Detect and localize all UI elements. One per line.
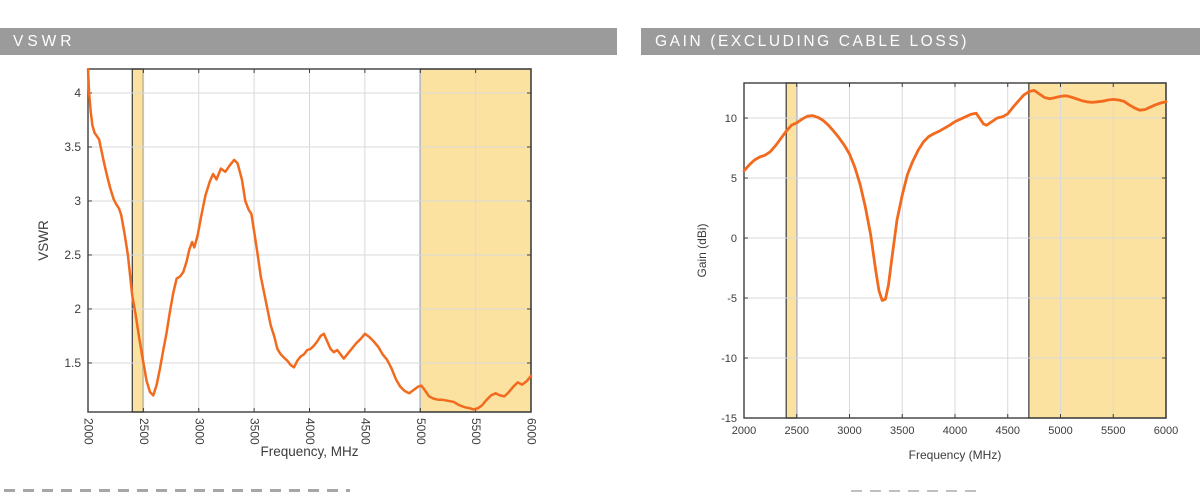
gain-x-axis-title: Frequency (MHz) — [909, 448, 1002, 462]
x-tick-label: 4000 — [943, 425, 967, 437]
x-tick-label: 5500 — [469, 418, 483, 445]
x-tick-label: 4000 — [303, 418, 317, 445]
x-tick-label: 3500 — [248, 418, 262, 445]
x-tick-label: 6000 — [525, 418, 539, 445]
y-tick-label: 3 — [74, 194, 81, 208]
y-tick-label: 3.5 — [64, 140, 81, 154]
x-tick-label: 2000 — [82, 418, 96, 445]
x-tick-label: 2000 — [732, 425, 756, 437]
vswr-panel-title: VSWR — [13, 32, 76, 50]
x-tick-label: 2500 — [785, 425, 809, 437]
y-tick-label: -5 — [727, 293, 737, 305]
y-tick-label: 0 — [731, 233, 737, 245]
y-tick-label: -10 — [721, 353, 737, 365]
gain-y-axis-title: Gain (dBi) — [695, 223, 709, 277]
y-tick-label: 4 — [74, 86, 81, 100]
y-tick-label: 10 — [725, 113, 737, 125]
y-tick-label: -15 — [721, 413, 737, 425]
gain-chart: 2000 2500 3000 3500 4000 4500 5000 5500 6000 -15 -… — [695, 82, 1178, 462]
cropped-text-remnant — [851, 490, 981, 492]
gain-highlight-band — [785, 82, 798, 419]
vswr-y-axis-title: VSWR — [36, 220, 51, 261]
gain-panel-title-bar: GAIN (EXCLUDING CABLE LOSS) — [641, 28, 1200, 55]
gain-curve — [742, 89, 1168, 302]
x-tick-label: 5000 — [1048, 425, 1072, 437]
x-tick-label: 4500 — [358, 418, 372, 445]
y-tick-label: 5 — [731, 173, 737, 185]
gain-highlight-band — [1028, 82, 1167, 419]
gain-panel-title: GAIN (EXCLUDING CABLE LOSS) — [655, 32, 969, 50]
y-tick-label: 2.5 — [64, 248, 81, 262]
x-tick-label: 2500 — [137, 418, 151, 445]
vswr-chart: 2000 2500 3000 3500 4000 4500 5000 5500 6000 1.5 2… — [36, 67, 539, 459]
y-tick-label: 2 — [74, 302, 81, 316]
x-tick-label: 5500 — [1101, 425, 1125, 437]
x-tick-label: 3000 — [837, 425, 861, 437]
vswr-x-axis-title: Frequency, MHz — [260, 444, 358, 459]
x-tick-label: 6000 — [1154, 425, 1178, 437]
x-tick-label: 4500 — [996, 425, 1020, 437]
vswr-curve — [86, 67, 533, 411]
y-tick-label: 1.5 — [64, 356, 81, 370]
vswr-panel-title-bar: VSWR — [0, 28, 617, 55]
cropped-text-remnant — [4, 489, 350, 492]
x-tick-label: 3500 — [890, 425, 914, 437]
x-tick-label: 5000 — [414, 418, 428, 445]
x-tick-label: 3000 — [192, 418, 206, 445]
vswr-highlight-band — [131, 68, 145, 413]
